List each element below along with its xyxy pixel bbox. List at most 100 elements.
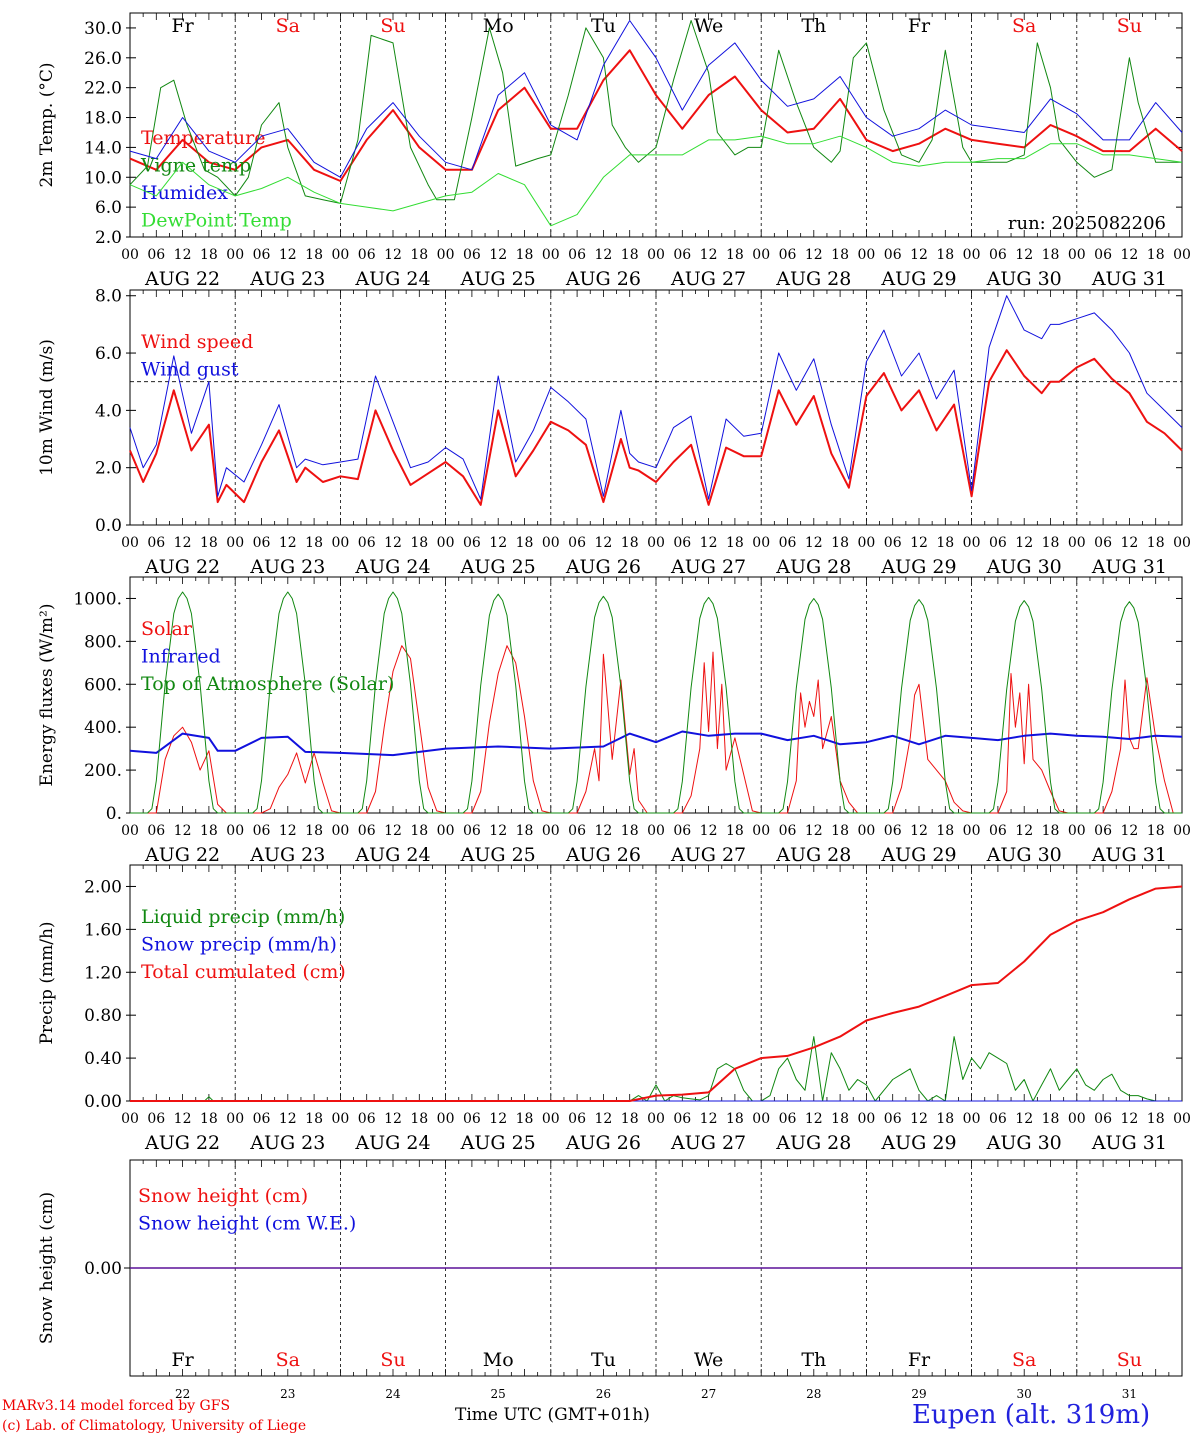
y-axis-label: 10m Wind (m/s) [37, 339, 57, 476]
x-hour-label: 12 [174, 535, 192, 551]
x-hour-label: 00 [121, 823, 139, 839]
series-line-solar [130, 645, 1182, 814]
day-name: Fr [171, 15, 194, 37]
x-date-label: AUG 30 [986, 844, 1062, 866]
x-hour-label: 18 [1147, 247, 1165, 263]
x-hour-label: 12 [384, 247, 402, 263]
run-label: run: 2025082206 [1008, 213, 1166, 234]
x-hour-label: 06 [147, 1111, 165, 1127]
x-hour-label: 12 [700, 823, 718, 839]
x-hour-label: 18 [831, 1111, 849, 1127]
x-hour-label: 00 [331, 1111, 349, 1127]
x-hour-label: 00 [647, 823, 665, 839]
day-name: Th [801, 15, 826, 37]
x-date-label: AUG 28 [775, 1132, 851, 1154]
y-axis-label: 2m Temp. (°C) [37, 62, 57, 187]
x-hour-label: 18 [200, 535, 218, 551]
x-hour-label: 06 [779, 535, 797, 551]
y-axis-label: Precip (mm/h) [37, 921, 57, 1044]
x-hour-label: 00 [226, 247, 244, 263]
y-tick-label: 4.0 [95, 401, 122, 421]
x-hour-label: 18 [936, 535, 954, 551]
x-hour-label: 00 [963, 823, 981, 839]
x-date-label: AUG 25 [460, 844, 536, 866]
x-hour-label: 12 [489, 535, 507, 551]
x-hour-label: 18 [516, 823, 534, 839]
x-hour-label: 06 [253, 247, 271, 263]
x-hour-label: 12 [384, 1111, 402, 1127]
x-hour-label: 06 [568, 1111, 586, 1127]
series-line-infrared [129, 730, 1183, 757]
y-tick-label: 0. [106, 804, 122, 824]
x-hour-label: 12 [805, 823, 823, 839]
model-credit-line1: MARv3.14 model forced by GFS [2, 1398, 231, 1414]
x-hour-label: 06 [147, 823, 165, 839]
x-date-label: AUG 29 [880, 268, 956, 290]
x-hour-label: 06 [673, 247, 691, 263]
x-hour-label: 12 [174, 1111, 192, 1127]
x-hour-label: 00 [857, 823, 875, 839]
x-hour-label: 12 [700, 1111, 718, 1127]
x-hour-label: 00 [331, 535, 349, 551]
x-hour-label: 06 [989, 1111, 1007, 1127]
x-date-label: AUG 26 [565, 844, 641, 866]
x-hour-label: 18 [305, 247, 323, 263]
x-hour-label: 00 [1068, 823, 1086, 839]
legend-entry: Wind gust [141, 359, 239, 381]
x-hour-label: 06 [673, 535, 691, 551]
day-name: Tu [591, 1349, 616, 1371]
day-number: 22 [175, 1387, 190, 1401]
x-hour-label: 00 [963, 535, 981, 551]
x-hour-label: 12 [279, 247, 297, 263]
x-hour-label: 12 [700, 247, 718, 263]
x-hour-label: 12 [805, 247, 823, 263]
day-name: Fr [908, 15, 931, 37]
x-hour-label: 06 [568, 535, 586, 551]
y-tick-label: 0.00 [84, 1092, 122, 1112]
x-hour-label: 06 [253, 823, 271, 839]
day-name: Sa [276, 15, 300, 37]
x-hour-label: 18 [1042, 247, 1060, 263]
x-hour-label: 12 [1015, 1111, 1033, 1127]
day-number: 23 [280, 1387, 295, 1401]
x-hour-label: 06 [1094, 823, 1112, 839]
x-hour-label: 06 [884, 535, 902, 551]
x-hour-label: 12 [279, 823, 297, 839]
y-tick-label: 2.0 [95, 459, 122, 479]
y-tick-label: 6.0 [95, 344, 122, 364]
x-hour-label: 12 [700, 535, 718, 551]
legend-entry: Total cumulated (cm) [141, 961, 346, 983]
x-hour-label: 18 [516, 535, 534, 551]
x-hour-label: 06 [358, 535, 376, 551]
x-hour-label: 06 [358, 823, 376, 839]
y-tick-label: 0.40 [84, 1049, 122, 1069]
day-name: Sa [1012, 15, 1036, 37]
x-hour-label: 18 [726, 247, 744, 263]
x-hour-label: 06 [989, 535, 1007, 551]
x-hour-label: 06 [463, 823, 481, 839]
x-hour-label: 00 [752, 823, 770, 839]
x-hour-label: 12 [1015, 247, 1033, 263]
x-date-label: AUG 28 [775, 844, 851, 866]
x-hour-label: 06 [358, 1111, 376, 1127]
x-hour-label: 18 [1147, 1111, 1165, 1127]
x-date-label: AUG 31 [1091, 268, 1167, 290]
x-hour-label: 18 [305, 535, 323, 551]
x-hour-label: 18 [936, 247, 954, 263]
x-hour-label: 18 [516, 247, 534, 263]
x-hour-label: 00 [542, 535, 560, 551]
y-tick-label: 22.0 [84, 79, 122, 99]
y-tick-label: 0.80 [84, 1006, 122, 1026]
x-hour-label: 12 [489, 1111, 507, 1127]
x-hour-label: 12 [910, 535, 928, 551]
x-hour-label: 18 [621, 823, 639, 839]
y-tick-label: 0.00 [84, 1259, 122, 1279]
x-hour-label: 18 [200, 823, 218, 839]
x-date-label: AUG 29 [880, 844, 956, 866]
y-tick-label: 8.0 [95, 287, 122, 307]
x-date-label: AUG 28 [775, 556, 851, 578]
model-credit-line2: (c) Lab. of Climatology, University of L… [2, 1418, 307, 1434]
x-hour-label: 00 [647, 1111, 665, 1127]
x-hour-label: 12 [384, 823, 402, 839]
x-hour-label: 12 [279, 535, 297, 551]
